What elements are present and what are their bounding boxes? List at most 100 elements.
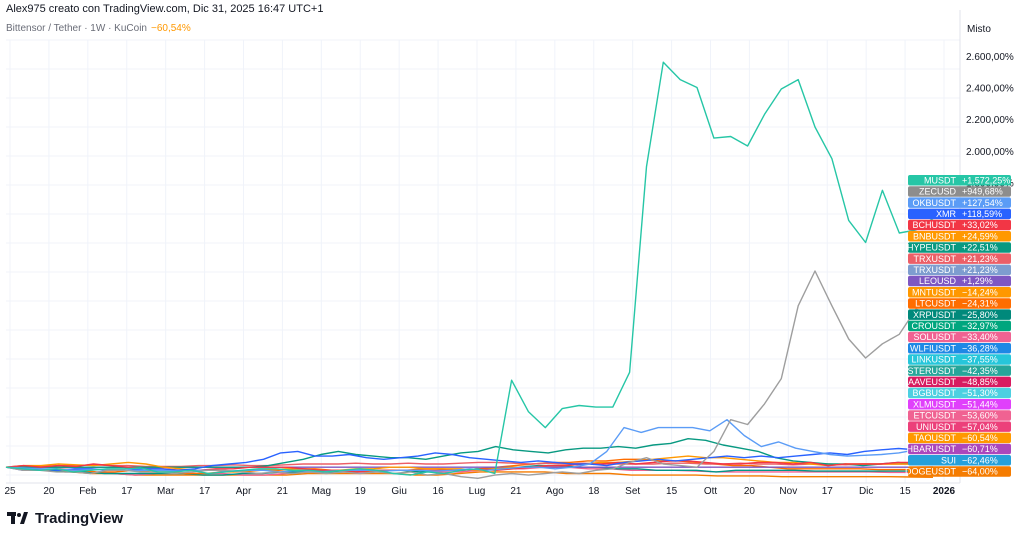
badge-bg	[908, 208, 1011, 220]
badge-symbol[interactable]: TRXUSDT	[914, 254, 957, 264]
badge-value: −14,24%	[962, 287, 998, 297]
badge-bg	[908, 287, 1011, 298]
badge-bg	[908, 219, 1011, 231]
badge-bg	[908, 253, 1011, 264]
badge-bg	[908, 387, 1011, 399]
series-line-dogeusdt[interactable]	[5, 466, 934, 478]
badge-bg	[908, 455, 1011, 466]
badge-bg	[908, 275, 1011, 287]
x-tick-label: Set	[625, 486, 640, 497]
x-tick-label: 17	[121, 486, 133, 497]
badge-value: −33,40%	[962, 332, 998, 342]
badge-symbol[interactable]: DOGEUSDT	[905, 467, 957, 477]
symbol-change: −60,54%	[150, 23, 191, 34]
badge-symbol[interactable]: TAOUSDT	[914, 433, 957, 443]
badge-value: −57,04%	[962, 422, 998, 432]
badge-symbol[interactable]: MUSDT	[924, 175, 956, 185]
x-tick-label: Apr	[236, 486, 252, 497]
x-tick-label: Feb	[79, 486, 97, 497]
badge-symbol[interactable]: BCHUSDT	[912, 220, 956, 230]
x-tick-label: 19	[355, 486, 367, 497]
badge-value: −24,31%	[962, 299, 998, 309]
badge-value: −48,85%	[962, 377, 998, 387]
y-tick-label: 2.200,00%	[966, 115, 1014, 126]
badge-symbol[interactable]: AAVEUSDT	[908, 377, 956, 387]
x-tick-label: 21	[277, 486, 289, 497]
badge-symbol[interactable]: XLMUSDT	[913, 399, 957, 409]
badge-value: −62,46%	[962, 455, 998, 465]
badge-bg	[908, 320, 1011, 332]
badge-value: −51,44%	[962, 399, 998, 409]
badge-symbol[interactable]: UNIUSDT	[916, 422, 957, 432]
badge-value: +21,23%	[962, 254, 998, 264]
series-line-xmr[interactable]	[5, 447, 934, 471]
badge-bg	[908, 231, 1011, 242]
badge-symbol[interactable]: CROUSDT	[912, 321, 957, 331]
badge-bg	[908, 186, 1011, 197]
badge-symbol[interactable]: ASTERUSDT	[901, 366, 956, 376]
badge-bg	[908, 354, 1011, 365]
badge-value: −60,71%	[962, 444, 998, 454]
badge-symbol[interactable]: XMR	[936, 209, 957, 219]
tradingview-logo-icon	[7, 511, 28, 524]
badge-bg	[908, 432, 1011, 444]
badge-value: −53,60%	[962, 411, 998, 421]
x-tick-label: Ago	[546, 486, 564, 497]
tradingview-wordmark: TradingView	[35, 510, 124, 527]
price-scale-mode[interactable]: Misto	[967, 24, 991, 35]
badge-value: +127,54%	[962, 198, 1003, 208]
badge-value: −37,55%	[962, 355, 998, 365]
badge-symbol[interactable]: LTCUSDT	[915, 299, 956, 309]
badge-symbol[interactable]: TRXUSDT	[914, 265, 957, 275]
badge-symbol[interactable]: ZECUSD	[919, 187, 957, 197]
badge-value: −51,30%	[962, 388, 998, 398]
x-tick-label: 20	[744, 486, 756, 497]
x-tick-label: 17	[822, 486, 834, 497]
badge-value: −32,97%	[962, 321, 998, 331]
badge-value: +949,68%	[962, 187, 1003, 197]
badge-symbol[interactable]: ETCUSDT	[914, 411, 957, 421]
badge-bg	[908, 410, 1011, 421]
x-tick-label: Ott	[704, 486, 718, 497]
x-tick-label: 2026	[933, 486, 956, 497]
series-line-okbusdt[interactable]	[5, 419, 934, 473]
badge-symbol[interactable]: LEOUSD	[919, 276, 957, 286]
badge-value: +22,51%	[962, 243, 998, 253]
x-tick-label: 17	[199, 486, 211, 497]
author-line: Alex975 creato con TradingView.com, Dic …	[6, 3, 324, 15]
badge-symbol[interactable]: SOLUSDT	[913, 332, 956, 342]
x-tick-label: 20	[43, 486, 55, 497]
badge-bg	[908, 331, 1011, 343]
x-tick-label: 15	[666, 486, 678, 497]
badge-symbol[interactable]: XRPUSDT	[913, 310, 957, 320]
badge-bg	[908, 264, 1011, 276]
tradingview-logo: TradingView	[7, 510, 123, 527]
badge-symbol[interactable]: BNBUSDT	[913, 231, 957, 241]
badge-symbol[interactable]: LINKUSDT	[911, 355, 956, 365]
x-tick-label: 21	[510, 486, 522, 497]
x-tick-label: 16	[433, 486, 445, 497]
badge-value: +1,29%	[962, 276, 993, 286]
series-line-musdt[interactable]	[5, 61, 934, 476]
badge-bg	[908, 298, 1011, 309]
badge-symbol[interactable]: HBARUSDT	[906, 444, 956, 454]
badge-symbol[interactable]: HYPEUSDT	[907, 243, 957, 253]
x-tick-label: Nov	[779, 486, 797, 497]
badge-bg	[908, 343, 1011, 354]
badge-bg	[908, 421, 1011, 432]
badge-symbol[interactable]: BGBUSDT	[912, 388, 956, 398]
badge-symbol[interactable]: SUI	[941, 455, 956, 465]
badge-symbol[interactable]: OKBUSDT	[912, 198, 956, 208]
badge-bg	[908, 443, 1011, 455]
symbol-name: Bittensor / Tether · 1W · KuCoin	[6, 23, 147, 34]
badge-symbol[interactable]: WLFIUSDT	[910, 343, 957, 353]
badge-bg	[908, 376, 1011, 388]
badge-symbol[interactable]: MNTUSDT	[912, 287, 956, 297]
x-tick-label: Lug	[469, 486, 486, 497]
badge-value: +1.572,25%	[962, 175, 1010, 185]
symbol-legend[interactable]: Bittensor / Tether · 1W · KuCoin −60,54%	[6, 23, 191, 34]
y-tick-label: 2.400,00%	[966, 83, 1014, 94]
badge-bg	[908, 309, 1011, 320]
badge-bg	[908, 175, 1011, 186]
